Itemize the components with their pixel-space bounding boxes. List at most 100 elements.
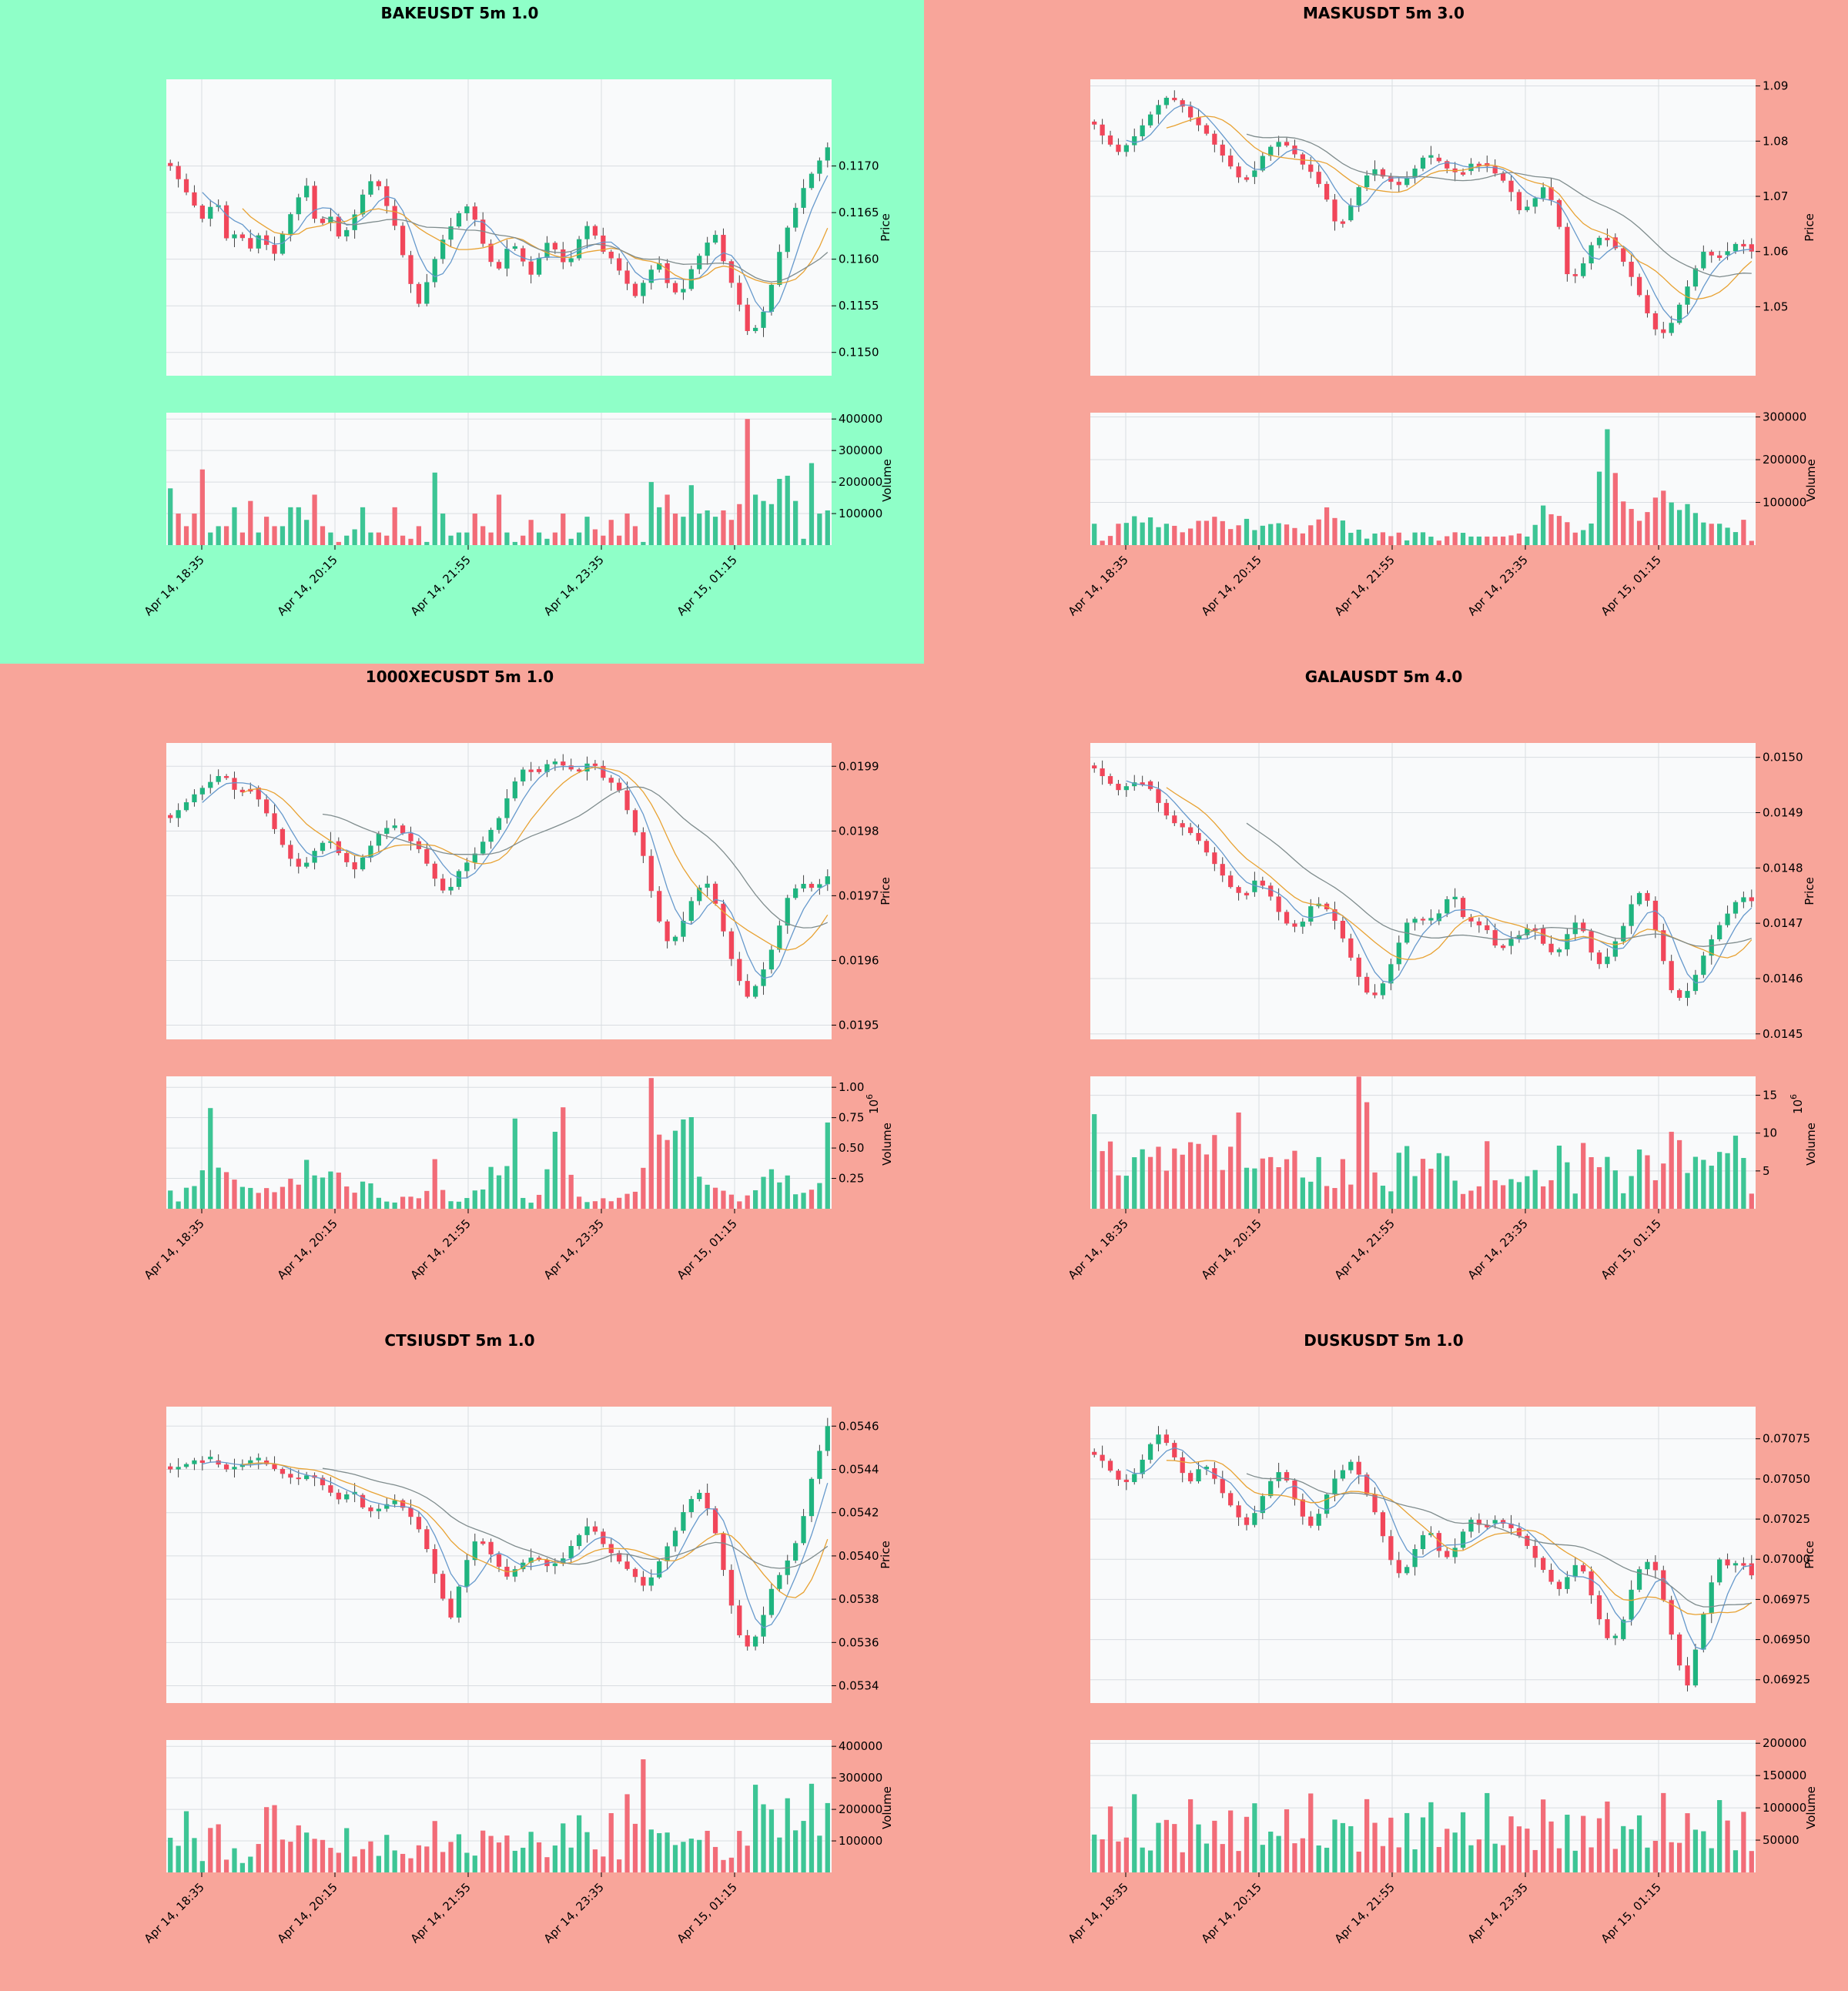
- volume-bar: [1676, 1842, 1682, 1872]
- candle-body: [1468, 917, 1474, 922]
- price-tick-label: 0.0198: [839, 824, 879, 838]
- candle-body: [1516, 192, 1522, 211]
- candle-body: [576, 1534, 582, 1547]
- candle-body: [1565, 1577, 1570, 1589]
- chart-panel-1: MASKUSDT 5m 3.0 1.05 1.06 1.07 1.08 1.09 10000…: [924, 0, 1848, 664]
- volume-bar: [360, 1849, 366, 1872]
- candle-body: [1388, 176, 1394, 182]
- volume-bar: [1420, 1817, 1426, 1872]
- candle-body: [296, 197, 301, 215]
- candle-body: [1460, 1531, 1466, 1548]
- candle-body: [817, 884, 822, 888]
- volume-tick-label: 150000: [1763, 1768, 1806, 1782]
- volume-bar: [1589, 523, 1594, 545]
- volume-bar: [239, 1186, 246, 1209]
- candle-body: [424, 1529, 430, 1549]
- candle-body: [288, 845, 293, 859]
- candle-body: [1236, 166, 1241, 178]
- volume-bar: [312, 1175, 317, 1209]
- volume-bar: [793, 500, 798, 545]
- candle-body: [608, 778, 614, 783]
- candle-body: [1636, 276, 1642, 296]
- candle-body: [1372, 1494, 1378, 1513]
- ma-long-line: [1246, 1473, 1752, 1608]
- candle-body: [584, 763, 590, 772]
- candle-body: [1292, 1480, 1297, 1500]
- candle-body: [1308, 164, 1314, 172]
- volume-bar: [793, 1194, 798, 1209]
- volume-bar: [1123, 523, 1129, 545]
- volume-bar: [521, 535, 526, 545]
- volume-bar: [1147, 517, 1153, 545]
- volume-bar: [521, 1197, 526, 1209]
- volume-bar: [1749, 1851, 1754, 1872]
- volume-bar: [168, 1837, 173, 1872]
- candlestick-chart: GALAUSDT 5m 4.0 0.0145 0.0146 0.0147 0.0148 0…: [1066, 668, 1818, 1282]
- candle-body: [400, 1500, 406, 1508]
- price-tick-label: 0.07000: [1763, 1552, 1810, 1566]
- price-tick-label: 0.07050: [1763, 1472, 1810, 1486]
- volume-bar: [665, 494, 670, 545]
- volume-bars: [168, 1759, 830, 1872]
- volume-bar: [1107, 1806, 1113, 1872]
- volume-bar: [1621, 501, 1626, 545]
- volume-bar: [1140, 522, 1145, 545]
- volume-bar: [592, 529, 598, 545]
- x-tick-label: Apr 14, 23:35: [541, 1880, 607, 1946]
- chart-title: CTSIUSDT 5m 1.0: [384, 1331, 534, 1350]
- x-tick-label: Apr 14, 23:35: [1465, 553, 1531, 618]
- volume-bar: [1252, 1803, 1257, 1872]
- candle-body: [1412, 919, 1418, 923]
- price-tick-label: 0.0145: [1763, 1027, 1803, 1041]
- volume-bar: [448, 1201, 454, 1209]
- candle-body: [1220, 144, 1225, 156]
- volume-tick-label: 300000: [839, 1771, 882, 1785]
- volume-bar: [256, 1844, 261, 1872]
- candle-body: [1645, 295, 1650, 313]
- volume-bar: [1324, 507, 1330, 545]
- volume-bar: [1412, 1849, 1418, 1872]
- volume-bar: [1685, 504, 1690, 545]
- candle-body: [561, 761, 566, 766]
- candle-body: [721, 235, 726, 262]
- volume-bar: [336, 1173, 341, 1209]
- candle-body: [1100, 768, 1105, 777]
- volume-bar: [1364, 1799, 1370, 1872]
- candle-body: [1388, 964, 1394, 984]
- candle-body: [1645, 892, 1650, 901]
- volume-bar: [1396, 1153, 1401, 1209]
- candle-body: [296, 1477, 301, 1480]
- candle-body: [1508, 1523, 1514, 1529]
- candle-body: [632, 810, 638, 832]
- candle-body: [793, 1543, 798, 1561]
- volume-bar: [1180, 532, 1185, 545]
- candle-body: [1212, 133, 1217, 145]
- volume-tick-label: 100000: [839, 507, 882, 520]
- candle-body: [601, 1531, 606, 1544]
- candle-body: [528, 769, 534, 772]
- candle-body: [793, 888, 798, 898]
- candle-body: [1685, 991, 1690, 999]
- candle-body: [1340, 221, 1346, 224]
- candle-body: [416, 1517, 422, 1530]
- candle-body: [504, 798, 510, 818]
- candle-body: [368, 845, 373, 858]
- candle-body: [745, 1635, 750, 1647]
- volume-bar: [1412, 532, 1418, 545]
- candle-body: [1260, 880, 1265, 886]
- candle-body: [472, 206, 477, 220]
- volume-bar: [1581, 530, 1586, 545]
- x-tick-label: Apr 15, 01:15: [1599, 1216, 1664, 1282]
- volume-bar: [1324, 1847, 1330, 1872]
- candle-body: [1163, 97, 1170, 105]
- candle-body: [1412, 1549, 1418, 1568]
- volume-bar: [584, 1832, 590, 1872]
- x-tick-label: Apr 14, 20:15: [275, 1216, 340, 1282]
- candle-body: [464, 862, 470, 872]
- volume-bar: [304, 520, 310, 545]
- candle-body: [512, 781, 517, 798]
- volume-bar: [400, 1853, 406, 1872]
- volume-bar: [1356, 1076, 1361, 1209]
- candle-body: [688, 1499, 694, 1513]
- volume-bar: [176, 1201, 181, 1209]
